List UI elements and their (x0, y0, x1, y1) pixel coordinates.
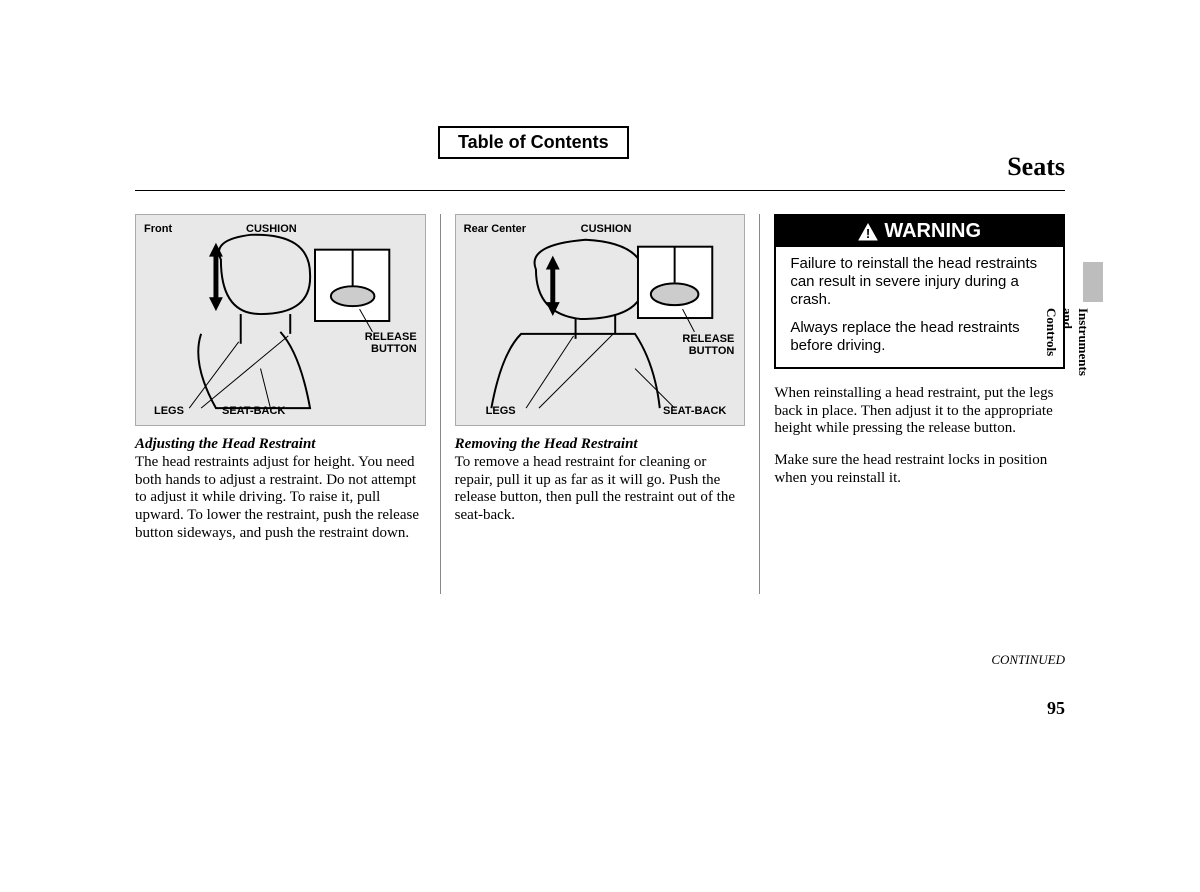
warning-box: ! WARNING Failure to reinstall the head … (774, 214, 1065, 369)
table-of-contents-box[interactable]: Table of Contents (438, 126, 629, 159)
subheading-removing: Removing the Head Restraint (455, 436, 746, 453)
page-title: Seats (1007, 152, 1065, 182)
body-removing: To remove a head restraint for cleaning … (455, 454, 746, 525)
three-columns: Front CUSHION RELEASE BUTTON LEGS SEAT-B… (135, 214, 1065, 594)
warning-title: WARNING (884, 220, 981, 243)
page-number: 95 (1047, 698, 1065, 719)
figure-front-headrest: Front CUSHION RELEASE BUTTON LEGS SEAT-B… (135, 214, 426, 426)
svg-text:!: ! (866, 226, 870, 241)
warning-header: ! WARNING (776, 216, 1063, 247)
subheading-adjusting: Adjusting the Head Restraint (135, 436, 426, 453)
warning-body: Failure to reinstall the head restraints… (776, 247, 1063, 367)
body-reinstall-p1: When reinstalling a head restraint, put … (774, 385, 1065, 438)
continued-label: CONTINUED (991, 652, 1065, 668)
header-rule (135, 190, 1065, 191)
warning-triangle-icon: ! (858, 223, 878, 241)
headrest-rear-svg (456, 215, 745, 425)
warning-p2: Always replace the head restraints befor… (790, 319, 1049, 355)
body-adjusting: The head restraints adjust for height. Y… (135, 454, 426, 542)
section-tab (1083, 262, 1103, 302)
column-3: ! WARNING Failure to reinstall the head … (774, 214, 1065, 594)
warning-p1: Failure to reinstall the head restraints… (790, 255, 1049, 309)
column-divider-1 (440, 214, 441, 594)
body-reinstall-p2: Make sure the head restraint locks in po… (774, 452, 1065, 487)
column-divider-2 (759, 214, 760, 594)
figure-rear-headrest: Rear Center CUSHION RELEASE BUTTON LEGS … (455, 214, 746, 426)
headrest-front-svg (136, 215, 425, 425)
column-2: Rear Center CUSHION RELEASE BUTTON LEGS … (455, 214, 746, 594)
column-1: Front CUSHION RELEASE BUTTON LEGS SEAT-B… (135, 214, 426, 594)
